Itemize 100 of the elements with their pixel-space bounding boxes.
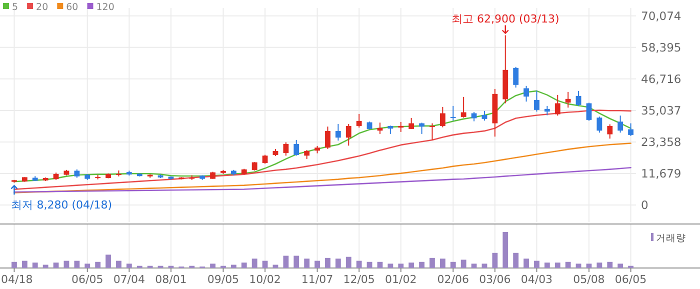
bar	[586, 264, 592, 268]
candlestick	[513, 66, 519, 88]
x-tick-label: 08/01	[155, 273, 187, 286]
bar	[283, 256, 289, 268]
bar	[304, 258, 310, 268]
candlestick	[586, 102, 592, 122]
x-tick-label: 05/08	[573, 273, 605, 286]
annotation: 최저 8,280 (04/18)	[11, 198, 112, 212]
bar	[126, 264, 132, 268]
bar	[366, 262, 372, 268]
candlestick	[596, 116, 602, 134]
bar	[95, 262, 101, 268]
bar	[576, 264, 582, 268]
x-tick-label: 09/05	[207, 273, 240, 286]
bar	[252, 258, 258, 268]
candlestick	[554, 94, 560, 116]
bar	[430, 258, 435, 268]
x-tick-label: 01/02	[385, 273, 417, 286]
x-tick-label: 04/18	[1, 273, 33, 286]
candlestick	[408, 117, 414, 130]
bar	[596, 262, 602, 268]
x-tick-label: 02/06	[437, 273, 469, 286]
bar	[335, 258, 341, 268]
bar	[554, 262, 560, 268]
candlestick	[356, 113, 362, 128]
candlestick	[346, 123, 352, 146]
x-tick-label: 06/05	[614, 273, 647, 286]
bar	[565, 262, 571, 268]
bar	[607, 262, 613, 268]
bar	[325, 258, 330, 268]
bar	[513, 252, 519, 268]
y-tick-label: 35,037	[641, 103, 682, 118]
bar	[42, 264, 48, 268]
y-tick-label: 70,074	[641, 8, 682, 23]
y-tick-label: 0	[641, 198, 648, 212]
bar	[210, 264, 216, 268]
bar	[377, 262, 383, 268]
y-tick-label: 11,679	[641, 166, 682, 180]
x-tick-label: 07/04	[113, 273, 146, 286]
candlestick	[482, 110, 488, 122]
bar	[53, 262, 59, 268]
candlestick	[430, 122, 435, 140]
bar	[262, 260, 268, 268]
x-tick-label: 11/07	[301, 273, 334, 286]
bar	[32, 262, 38, 268]
candlestick	[419, 122, 424, 134]
candlestick	[335, 123, 341, 142]
bar	[241, 262, 247, 268]
y-tick-label: 58,395	[641, 40, 682, 54]
x-tick-label: 10/02	[249, 273, 281, 286]
bar	[471, 264, 477, 268]
bar	[534, 260, 540, 268]
bar	[544, 262, 550, 268]
bar	[524, 258, 529, 268]
bar	[460, 260, 466, 268]
bar	[22, 260, 28, 268]
legend-label: 5	[12, 2, 18, 13]
x-tick-label: 06/05	[72, 273, 104, 286]
candlestick	[544, 105, 550, 116]
bar	[388, 264, 394, 268]
bar	[106, 254, 111, 268]
bar	[419, 262, 424, 268]
bar	[398, 264, 404, 268]
legend-label: 60	[66, 2, 78, 13]
candlestick	[628, 122, 634, 136]
line-series	[14, 167, 632, 193]
line-series	[14, 142, 632, 194]
legend-label: 120	[96, 2, 114, 13]
candlestick	[294, 139, 300, 156]
bar	[440, 258, 446, 268]
bar	[12, 262, 17, 268]
x-tick-label: 04/03	[520, 273, 553, 286]
bar	[314, 260, 320, 268]
x-tick-label: 12/05	[343, 273, 375, 286]
bar	[230, 264, 236, 268]
bar	[74, 260, 80, 268]
bar	[450, 262, 456, 268]
candlestick	[607, 124, 613, 140]
candlestick	[471, 111, 477, 122]
bar	[84, 264, 90, 268]
x-tick-label: 03/06	[479, 273, 511, 286]
y-tick-label: 46,716	[641, 72, 682, 86]
candlestick	[618, 115, 624, 134]
candlestick	[576, 90, 582, 106]
candlestick	[283, 142, 289, 156]
candlestick	[460, 96, 466, 118]
annotation: 최고 62,900 (03/13)	[451, 12, 560, 26]
bar	[346, 256, 352, 268]
candlestick	[524, 85, 529, 102]
bar	[492, 252, 498, 268]
y-tick-label: 23,358	[641, 134, 682, 149]
bar	[502, 232, 508, 268]
candlestick	[440, 106, 446, 128]
candlestick	[398, 121, 404, 132]
candlestick	[565, 91, 571, 108]
bar	[64, 260, 70, 268]
bar	[116, 260, 122, 268]
bar	[408, 262, 414, 268]
candlestick	[450, 105, 456, 122]
legend-label: 거래량	[656, 233, 686, 244]
